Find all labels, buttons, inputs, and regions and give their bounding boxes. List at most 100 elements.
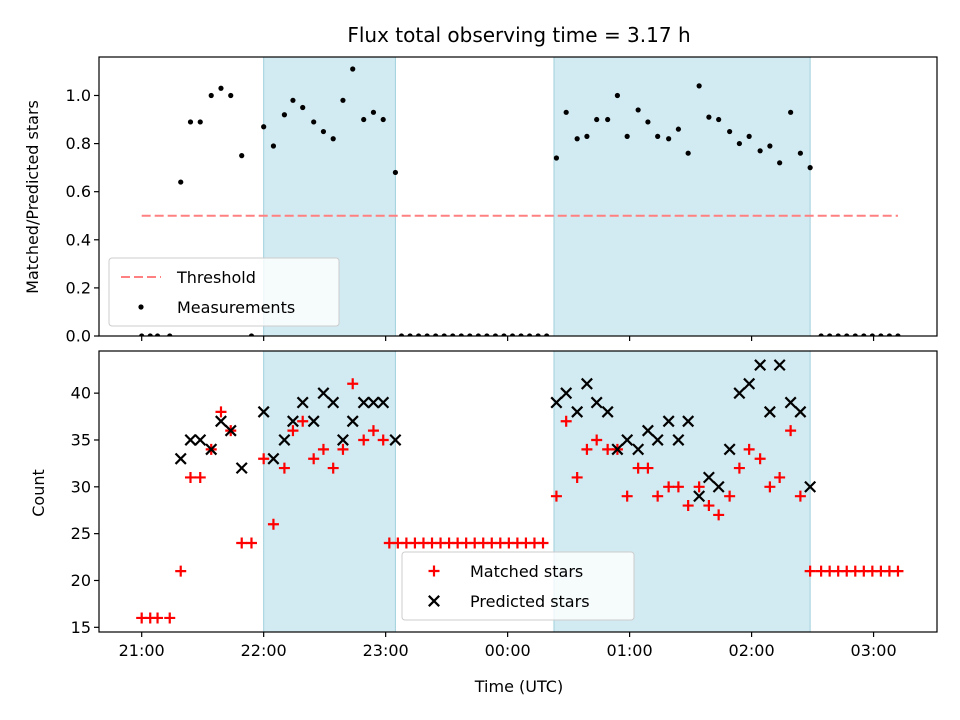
predicted-stars-point <box>357 396 370 409</box>
legend: Threshold Measurements <box>108 257 340 327</box>
predicted-stars-point <box>257 405 270 418</box>
x-tick-label: 01:00 <box>607 641 653 660</box>
measurements-point <box>788 109 794 115</box>
measurements-point <box>415 333 422 336</box>
matched-stars-point <box>591 434 603 446</box>
measurements-point <box>484 333 490 336</box>
measurements-point <box>563 109 569 115</box>
predicted-stars-point <box>773 359 786 372</box>
y-tick-label: 0.4 <box>66 230 91 249</box>
measurements-point <box>696 83 702 89</box>
measurements-point <box>655 133 661 139</box>
predicted-stars-point <box>296 396 309 409</box>
predicted-stars-point <box>580 377 593 390</box>
measurements-point <box>605 116 611 123</box>
matched-stars-point <box>194 471 206 483</box>
predicted-stars-point <box>389 434 402 446</box>
measurements-point <box>757 148 763 154</box>
matched-stars-point <box>337 443 349 455</box>
matched-stars-point <box>571 471 583 483</box>
matched-stars-point <box>278 462 290 474</box>
measurements-point <box>350 66 356 72</box>
predicted-stars-point <box>550 396 563 409</box>
predicted-stars-point <box>174 452 187 465</box>
matched-stars-point <box>724 490 736 502</box>
measurements-point <box>467 333 473 336</box>
predicted-stars-point <box>794 405 807 418</box>
predicted-stars-point <box>184 434 197 446</box>
matched-stars-point <box>347 378 359 390</box>
measurements-point <box>392 169 399 176</box>
predicted-stars-point <box>754 359 767 372</box>
legend-marker-swatch <box>138 304 144 310</box>
measurements-point <box>475 333 481 336</box>
plot-data-group <box>139 66 901 336</box>
matched-stars-point <box>297 415 309 427</box>
matched-stars-point <box>774 471 786 483</box>
matched-stars-point <box>764 481 776 493</box>
predicted-stars-point <box>784 396 797 409</box>
matched-stars-point <box>367 425 379 437</box>
legend-box <box>401 551 635 621</box>
matched-stars-point <box>652 490 664 502</box>
predicted-stars-point <box>571 405 584 418</box>
measurements-point <box>139 333 145 336</box>
predicted-stars-point <box>267 452 280 465</box>
predicted-stars-point <box>215 415 227 428</box>
matched-stars-point <box>804 565 816 577</box>
measurements-point <box>777 160 783 166</box>
predicted-stars-point <box>804 480 817 493</box>
measurements-point <box>218 85 224 91</box>
measurements-point <box>311 119 317 125</box>
measurements-point <box>398 333 405 336</box>
matched-stars-point <box>358 434 370 446</box>
measurements-point <box>154 333 161 336</box>
measurements-point <box>370 109 377 115</box>
measurements-point <box>450 333 456 336</box>
measurements-point <box>458 333 464 336</box>
measurements-point <box>706 114 712 120</box>
predicted-stars-point <box>286 415 299 428</box>
measurements-point <box>886 333 893 336</box>
predicted-stars-point <box>194 434 207 446</box>
measurements-point <box>861 333 867 336</box>
matched-stars-point <box>682 500 694 512</box>
matched-stars-point <box>377 434 389 446</box>
legend: Matched stars Predicted stars <box>401 551 635 621</box>
predicted-stars-point <box>235 462 248 475</box>
y-tick-label: 35 <box>71 430 91 449</box>
matched-stars-point <box>743 443 755 455</box>
y-axis-label-ratio: Matched/Predicted stars <box>23 100 42 294</box>
matched-stars-point <box>245 537 257 549</box>
matched-stars-point <box>560 415 572 427</box>
matched-stars-point <box>258 453 270 465</box>
measurements-point <box>797 150 803 156</box>
measurements-point <box>574 136 580 142</box>
predicted-stars-point <box>641 424 654 437</box>
measurements-point <box>584 133 590 139</box>
matched-stars-point <box>327 462 339 474</box>
measurements-point <box>685 150 691 156</box>
measurements-point <box>767 143 773 149</box>
measurements-point <box>544 333 550 336</box>
predicted-stars-point <box>733 387 746 400</box>
matched-stars-point <box>733 462 745 474</box>
predicted-stars-point <box>632 443 645 456</box>
observing-window-shade <box>553 57 811 336</box>
predicted-stars-point <box>662 415 675 428</box>
predicted-stars-point <box>682 415 695 428</box>
matched-stars-point <box>152 612 164 624</box>
x-tick-label: 03:00 <box>851 641 897 660</box>
predicted-stars-point <box>377 396 390 409</box>
matched-stars-point <box>621 490 633 502</box>
measurements-point <box>746 133 752 139</box>
measurements-point <box>553 155 560 161</box>
y-tick-label: 1.0 <box>66 86 91 105</box>
measurements-point <box>895 333 901 336</box>
predicted-stars-point <box>712 480 725 493</box>
predicted-stars-point <box>590 396 603 409</box>
measurements-point <box>844 333 850 336</box>
matched-stars-point <box>713 509 725 521</box>
matched-stars-point <box>703 500 715 512</box>
measurements-point <box>635 107 641 113</box>
